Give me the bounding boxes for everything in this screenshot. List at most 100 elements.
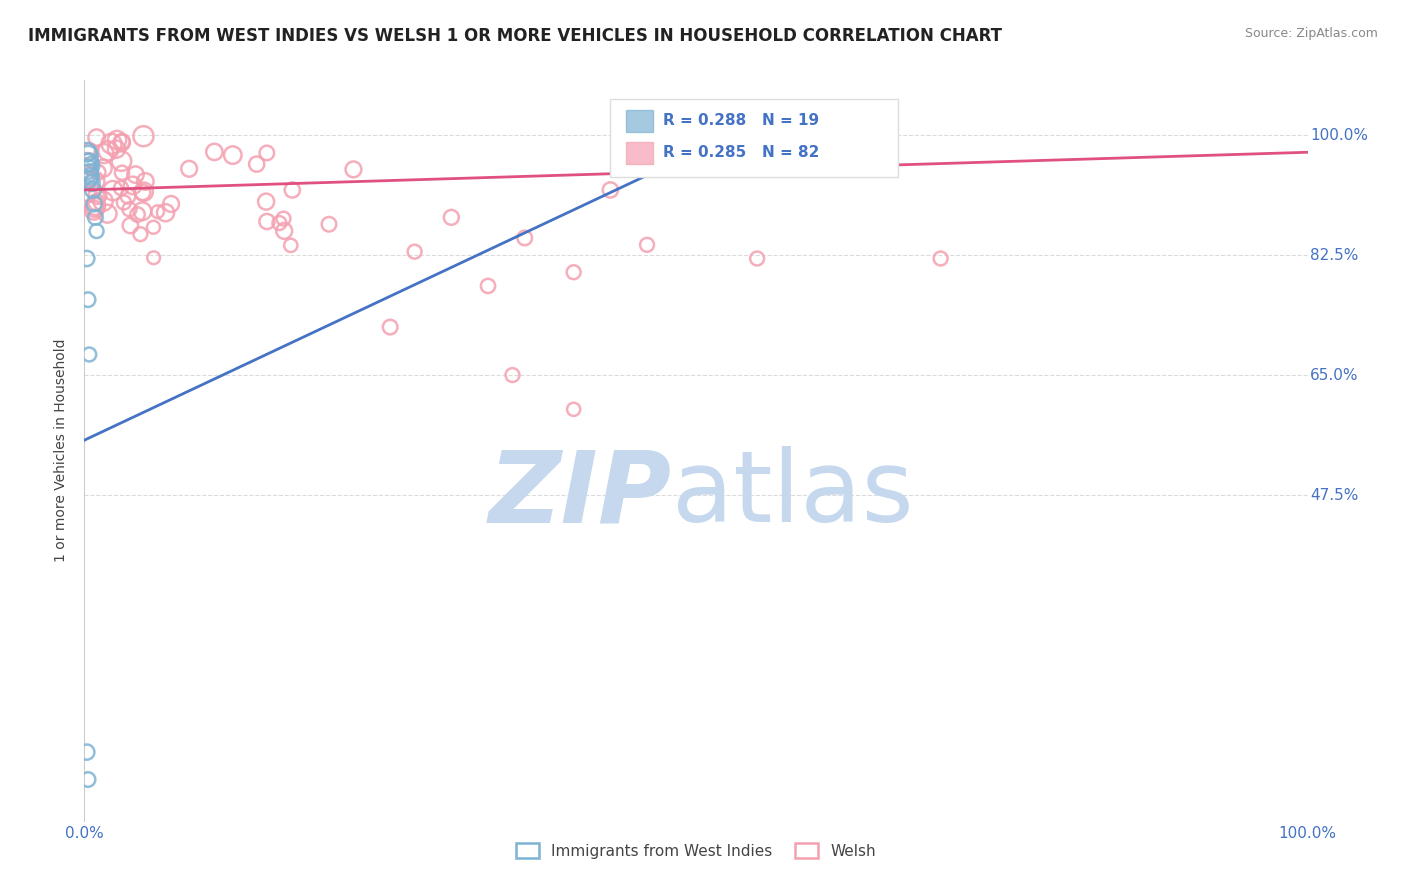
Point bbox=[118, 202, 141, 217]
Point bbox=[929, 252, 952, 266]
Point bbox=[124, 168, 146, 182]
Point bbox=[86, 224, 108, 238]
Point bbox=[77, 149, 100, 163]
Point bbox=[256, 145, 278, 160]
Point bbox=[79, 159, 101, 173]
Point bbox=[502, 368, 524, 382]
Point bbox=[440, 211, 463, 225]
Point bbox=[77, 187, 100, 202]
Text: 65.0%: 65.0% bbox=[1310, 368, 1358, 383]
Point bbox=[599, 183, 621, 197]
Point bbox=[142, 251, 165, 265]
Point bbox=[77, 172, 100, 186]
Point bbox=[105, 142, 128, 156]
Point bbox=[77, 162, 100, 177]
Text: IMMIGRANTS FROM WEST INDIES VS WELSH 1 OR MORE VEHICLES IN HOUSEHOLD CORRELATION: IMMIGRANTS FROM WEST INDIES VS WELSH 1 O… bbox=[28, 27, 1002, 45]
Point bbox=[79, 169, 101, 184]
Point bbox=[273, 211, 295, 226]
Point bbox=[82, 183, 104, 197]
Point bbox=[146, 204, 169, 219]
Point bbox=[97, 144, 120, 158]
Point bbox=[77, 169, 100, 184]
Legend: Immigrants from West Indies, Welsh: Immigrants from West Indies, Welsh bbox=[510, 837, 882, 865]
Point bbox=[269, 216, 291, 230]
Point bbox=[202, 145, 225, 159]
Text: ZIP: ZIP bbox=[488, 446, 672, 543]
Point bbox=[76, 252, 98, 266]
Point bbox=[380, 320, 402, 334]
Point bbox=[83, 203, 105, 218]
Point bbox=[76, 745, 98, 759]
Point bbox=[120, 219, 142, 233]
Point bbox=[105, 133, 128, 147]
FancyBboxPatch shape bbox=[626, 142, 654, 164]
Point bbox=[254, 194, 277, 209]
Point bbox=[93, 146, 115, 161]
Point bbox=[86, 188, 108, 202]
Point bbox=[100, 136, 122, 151]
Point bbox=[129, 227, 152, 242]
FancyBboxPatch shape bbox=[610, 99, 898, 177]
Text: 100.0%: 100.0% bbox=[1310, 128, 1368, 143]
Point bbox=[77, 293, 100, 307]
Point bbox=[101, 184, 124, 198]
Point bbox=[280, 238, 302, 252]
Point bbox=[160, 197, 183, 211]
Point bbox=[273, 224, 295, 238]
Point bbox=[91, 194, 114, 209]
Point bbox=[86, 130, 108, 145]
Point bbox=[111, 166, 134, 180]
Point bbox=[342, 162, 364, 177]
Point bbox=[84, 200, 107, 214]
Point bbox=[77, 347, 100, 361]
Text: Source: ZipAtlas.com: Source: ZipAtlas.com bbox=[1244, 27, 1378, 40]
Point bbox=[87, 165, 110, 179]
Point bbox=[281, 183, 304, 197]
Point bbox=[84, 199, 107, 213]
Point bbox=[256, 214, 278, 228]
Text: atlas: atlas bbox=[672, 446, 912, 543]
Point bbox=[117, 189, 139, 203]
Point bbox=[76, 155, 98, 169]
Text: R = 0.288   N = 19: R = 0.288 N = 19 bbox=[664, 113, 820, 128]
Point bbox=[132, 129, 155, 144]
Point bbox=[318, 217, 340, 231]
Text: 47.5%: 47.5% bbox=[1310, 488, 1358, 502]
Point bbox=[112, 195, 135, 210]
Point bbox=[77, 166, 100, 180]
Point bbox=[562, 402, 585, 417]
Point bbox=[80, 176, 103, 190]
Point bbox=[179, 161, 201, 176]
Point bbox=[747, 252, 769, 266]
Point bbox=[96, 207, 118, 221]
Point bbox=[134, 174, 156, 188]
Point bbox=[142, 220, 165, 235]
Point bbox=[76, 156, 98, 170]
Point bbox=[84, 211, 107, 225]
Point bbox=[131, 204, 153, 219]
FancyBboxPatch shape bbox=[626, 110, 654, 132]
Point bbox=[84, 174, 107, 188]
Point bbox=[121, 178, 143, 193]
Y-axis label: 1 or more Vehicles in Household: 1 or more Vehicles in Household bbox=[55, 339, 69, 562]
Point bbox=[91, 161, 114, 176]
Point bbox=[513, 231, 536, 245]
Point bbox=[110, 136, 132, 150]
Point bbox=[110, 154, 132, 169]
Point bbox=[636, 237, 658, 252]
Point bbox=[404, 244, 426, 259]
Point bbox=[77, 772, 100, 787]
Text: 82.5%: 82.5% bbox=[1310, 248, 1358, 262]
Point bbox=[131, 186, 153, 200]
Point bbox=[477, 279, 499, 293]
Point bbox=[222, 148, 245, 162]
Point bbox=[77, 155, 100, 169]
Point bbox=[155, 205, 177, 219]
Point bbox=[110, 181, 132, 195]
Point bbox=[127, 208, 149, 222]
Point bbox=[79, 145, 101, 159]
Point bbox=[562, 265, 585, 279]
Point bbox=[86, 195, 108, 210]
Point bbox=[76, 145, 98, 160]
Point bbox=[111, 135, 134, 149]
